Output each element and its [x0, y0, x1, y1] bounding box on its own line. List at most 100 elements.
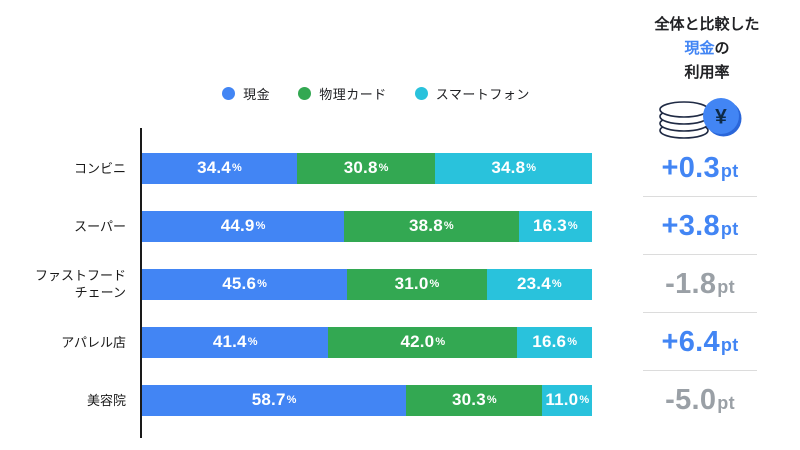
comparison-title-highlight: 現金	[684, 40, 715, 57]
yen-symbol: ¥	[715, 106, 727, 129]
bar-segment: 11.0%	[542, 384, 592, 416]
segment-unit: %	[551, 278, 562, 290]
bar-segment: 30.8%	[296, 152, 436, 184]
segment-unit: %	[435, 336, 446, 348]
segment-unit: %	[579, 394, 590, 406]
category-label: コンビニ	[73, 160, 126, 176]
segment-unit: %	[486, 394, 497, 406]
segment-value: 34.4	[197, 158, 231, 177]
segment-value: 45.6	[222, 274, 257, 293]
segment-unit: %	[231, 162, 242, 174]
segment-value: 44.9	[220, 216, 255, 235]
pt-unit: pt	[717, 392, 735, 413]
category-label: 美容院	[86, 392, 126, 408]
pt-cell: +3.8pt	[612, 196, 788, 255]
chart-rows: コンビニ 34.4% 30.8% 34.8% スーパー 44.9% 38.8% 16.3% ファ…	[0, 139, 592, 429]
stacked-bar: 34.4% 30.8% 34.8%	[142, 152, 592, 184]
segment-unit: %	[429, 278, 440, 290]
category-label: アパレル店	[61, 334, 126, 350]
coin-face	[703, 98, 739, 134]
chart-row: スーパー 44.9% 38.8% 16.3%	[0, 197, 592, 255]
pt-unit: pt	[720, 160, 739, 181]
segment-value: 58.7	[251, 390, 286, 409]
pt-unit: pt	[717, 276, 735, 297]
bar-segment: 23.4%	[486, 268, 592, 300]
bar-segment: 34.8%	[435, 152, 592, 184]
legend-dot-icon	[414, 86, 428, 100]
chart-row: ファストフード チェーン 45.6% 31.0% 23.4%	[0, 255, 592, 313]
stacked-bar: 45.6% 31.0% 23.4%	[142, 268, 592, 300]
bar-segment: 30.3%	[406, 384, 543, 416]
bar-segment: 58.7%	[142, 384, 407, 416]
segment-value: 16.6	[532, 332, 567, 351]
segment-value: 41.4	[212, 332, 247, 351]
segment-value: 34.8	[491, 158, 526, 177]
pt-value: -5.0pt	[665, 383, 735, 416]
comparison-title-line1: 全体と比較した	[654, 16, 760, 33]
bar-segment: 41.4%	[142, 326, 329, 358]
legend-label: 現金	[243, 86, 271, 102]
stacked-bar: 41.4% 42.0% 16.6%	[142, 326, 592, 358]
yen-coins-icon: ¥	[655, 92, 757, 140]
segment-unit: %	[443, 220, 454, 232]
category-label: ファストフード チェーン	[34, 268, 126, 300]
pt-cell: +6.4pt	[612, 312, 788, 371]
segment-unit: %	[378, 162, 389, 174]
pt-value: -1.8pt	[665, 267, 735, 300]
divider	[643, 196, 757, 197]
segment-value: 30.3	[451, 390, 486, 409]
y-axis-line	[140, 128, 142, 438]
segment-value: 30.8	[343, 158, 378, 177]
segment-unit: %	[526, 162, 537, 174]
segment-unit: %	[257, 278, 267, 290]
bar-segment: 31.0%	[347, 268, 487, 300]
bar-segment: 16.6%	[517, 326, 592, 358]
bar-segment: 38.8%	[344, 210, 519, 242]
chart-row: コンビニ 34.4% 30.8% 34.8%	[0, 139, 592, 197]
pt-cell: -5.0pt	[612, 370, 788, 429]
bar-segment: 34.4%	[142, 152, 297, 184]
stacked-bar: 44.9% 38.8% 16.3%	[142, 210, 592, 242]
pt-unit: pt	[720, 334, 739, 355]
chart-row: 美容院 58.7% 30.3% 11.0%	[0, 371, 592, 429]
divider	[643, 254, 757, 255]
segment-unit: %	[247, 336, 258, 348]
segment-unit: %	[567, 336, 577, 348]
legend-dot-icon	[222, 86, 236, 100]
segment-unit: %	[286, 394, 297, 406]
yen-coins-svg: ¥	[659, 98, 742, 139]
comparison-title-line3: 利用率	[684, 64, 730, 81]
comparison-title-line2: 現金の	[622, 37, 792, 61]
segment-value: 42.0	[400, 332, 435, 351]
legend-label: 物理カード	[319, 86, 387, 102]
legend-dot-icon	[298, 86, 312, 100]
bar-segment: 42.0%	[328, 326, 518, 358]
segment-value: 31.0	[394, 274, 429, 293]
divider	[643, 312, 757, 313]
pt-value: +6.4pt	[661, 325, 739, 358]
segment-value: 38.8	[409, 216, 443, 235]
pt-cell: +0.3pt	[612, 139, 788, 197]
segment-unit: %	[567, 220, 578, 232]
stacked-bar: 58.7% 30.3% 11.0%	[142, 384, 592, 416]
legend-item-0: 現金	[222, 84, 270, 103]
segment-unit: %	[255, 220, 266, 232]
category-label: スーパー	[74, 218, 126, 234]
comparison-title: 全体と比較した 現金の 利用率	[622, 13, 792, 85]
legend-label: スマートフォン	[435, 86, 530, 102]
chart-row: アパレル店 41.4% 42.0% 16.6%	[0, 313, 592, 371]
bar-segment: 44.9%	[142, 210, 345, 242]
pt-values: +0.3pt +3.8pt -1.8pt +6.4pt -5.0pt	[612, 139, 788, 429]
pt-unit: pt	[720, 218, 739, 239]
legend-item-2: スマートフォン	[414, 84, 530, 103]
pt-cell: -1.8pt	[612, 254, 788, 313]
pt-value: +0.3pt	[661, 151, 739, 184]
legend: 現金 物理カード スマートフォン	[141, 83, 611, 103]
pt-value: +3.8pt	[661, 209, 739, 242]
segment-value: 23.4	[517, 274, 551, 293]
segment-value: 11.0	[545, 390, 579, 409]
comparison-title-suffix: の	[714, 40, 730, 57]
bar-segment: 16.3%	[518, 210, 592, 242]
segment-value: 16.3	[532, 216, 567, 235]
